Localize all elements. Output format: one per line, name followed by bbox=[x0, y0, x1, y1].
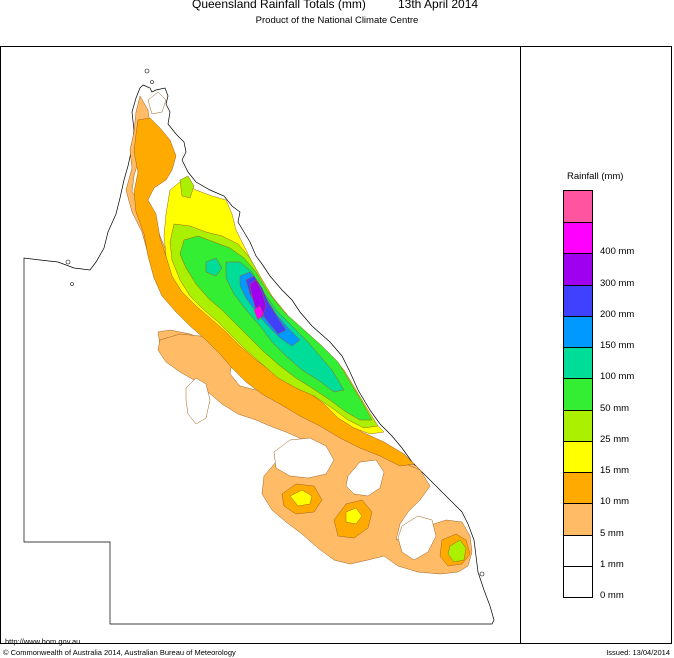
dry-patch-2 bbox=[273, 437, 335, 479]
island-2 bbox=[150, 80, 154, 84]
legend-label: 50 mm bbox=[600, 402, 630, 414]
rain-area-200mm bbox=[249, 279, 267, 319]
legend-swatch bbox=[564, 347, 592, 379]
dry-patch-6 bbox=[147, 91, 167, 115]
map-title-row: Queensland Rainfall Totals (mm) 13th Apr… bbox=[0, 0, 674, 39]
rain-area-10mm-patch-2 bbox=[345, 507, 363, 525]
dry-patch-1 bbox=[185, 377, 211, 425]
legend-swatch bbox=[564, 472, 592, 504]
legend-divider bbox=[520, 46, 521, 644]
legend-title: Rainfall (mm) bbox=[567, 171, 624, 182]
rain-area-15mm-north bbox=[179, 175, 195, 199]
legend-label: 5 mm bbox=[600, 527, 624, 539]
legend-label: 10 mm bbox=[600, 496, 630, 508]
source-url[interactable]: http://www.bom.gov.au bbox=[5, 637, 81, 646]
island-3 bbox=[65, 259, 71, 265]
map-title: Queensland Rainfall Totals (mm) bbox=[192, 0, 366, 11]
legend-label: 200 mm bbox=[600, 308, 635, 320]
map-subtitle: Product of the National Climate Centre bbox=[255, 15, 419, 26]
rain-area-300mm bbox=[253, 305, 264, 321]
island-1 bbox=[144, 68, 150, 74]
legend-swatch bbox=[564, 534, 592, 566]
legend-label: 25 mm bbox=[600, 433, 630, 445]
issued-date: Issued: 13/04/2014 bbox=[606, 648, 670, 657]
legend-color-bar bbox=[563, 190, 593, 598]
legend-swatch bbox=[564, 191, 592, 223]
legend-swatch bbox=[564, 253, 592, 285]
map-frame bbox=[0, 46, 672, 644]
legend-label: 150 mm bbox=[600, 340, 635, 352]
legend-label: 0 mm bbox=[600, 590, 624, 601]
dry-patch-5 bbox=[397, 515, 437, 561]
copyright-notice: © Commonwealth of Australia 2014, Austra… bbox=[3, 648, 236, 657]
legend-swatch bbox=[564, 315, 592, 348]
legend-swatch bbox=[564, 409, 592, 441]
queensland-rainfall-map bbox=[23, 68, 495, 625]
legend-label: 1 mm bbox=[600, 558, 624, 570]
rain-area-15mm-south-east bbox=[447, 539, 467, 563]
rain-area-10mm-patch bbox=[289, 489, 313, 507]
rain-area-50mm-patch bbox=[205, 257, 223, 277]
legend-label: 400 mm bbox=[600, 246, 635, 258]
map-date: 13th April 2014 bbox=[398, 0, 479, 11]
legend-label: 100 mm bbox=[600, 371, 635, 383]
legend-label: 300 mm bbox=[600, 277, 635, 289]
legend-swatch bbox=[564, 284, 592, 316]
legend-swatch bbox=[564, 440, 592, 473]
legend-swatch bbox=[564, 222, 592, 254]
legend-swatch bbox=[564, 378, 592, 410]
legend-label: 15 mm bbox=[600, 465, 630, 477]
island-5 bbox=[479, 571, 485, 577]
legend-swatch bbox=[564, 503, 592, 535]
dry-patch-3 bbox=[345, 459, 385, 497]
legend-swatch bbox=[564, 565, 592, 597]
island-4 bbox=[70, 282, 74, 286]
